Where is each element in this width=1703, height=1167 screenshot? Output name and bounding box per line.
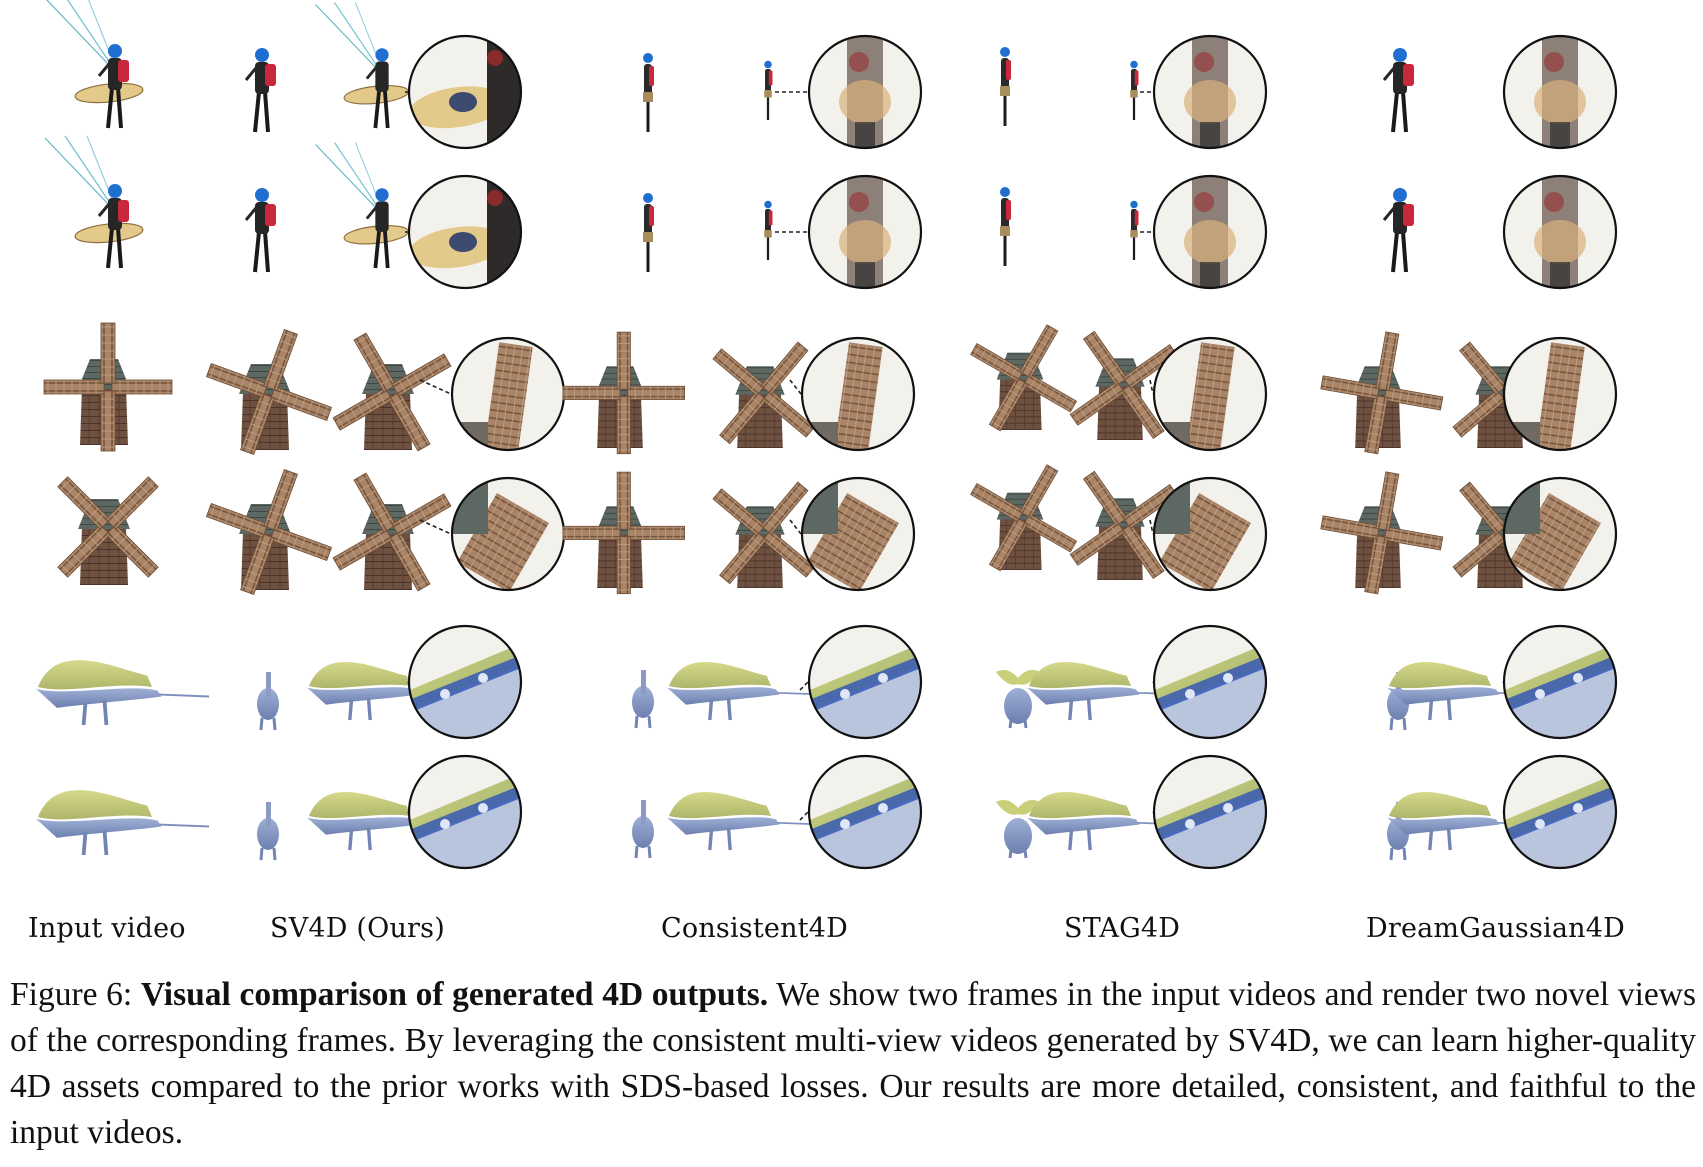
row-5-consistent4d-view-1 bbox=[632, 670, 654, 729]
row-1-consistent4d-view-2 bbox=[764, 60, 773, 120]
column-label-input-video: Input video bbox=[28, 913, 186, 944]
row-1-sv4d-view-2 bbox=[315, 2, 410, 129]
row-6-sv4d-view-1 bbox=[257, 802, 279, 861]
row-2-stag4d-zoom bbox=[1140, 174, 1268, 290]
row-6-consistent4d-view-1 bbox=[632, 800, 654, 859]
caption-label: Figure 6: bbox=[10, 976, 133, 1013]
row-4-sv4d-zoom bbox=[419, 476, 566, 592]
row-2-consistent4d-view-1 bbox=[643, 193, 654, 272]
row-4-sv4d-view-1 bbox=[205, 468, 333, 596]
row-1-sv4d-view-1 bbox=[244, 48, 276, 133]
row-4-consistent4d-view-2 bbox=[712, 481, 816, 588]
row-5-sv4d-zoom bbox=[407, 624, 523, 740]
row-6-dreamgaussian4d-view-2 bbox=[1387, 792, 1543, 851]
row-5-stag4d-view-2 bbox=[1027, 662, 1183, 721]
row-6-consistent4d-zoom bbox=[799, 754, 923, 870]
caption-title: Visual comparison of generated 4D output… bbox=[140, 976, 769, 1013]
row-3-input-frame bbox=[43, 322, 173, 452]
row-1-dreamgaussian4d-zoom bbox=[1502, 34, 1618, 150]
row-2-consistent4d-view-2 bbox=[764, 200, 773, 260]
row-6-stag4d-view-1 bbox=[996, 800, 1040, 859]
row-4-sv4d-view-2 bbox=[332, 472, 452, 592]
row-4-stag4d-view-2 bbox=[1069, 470, 1178, 580]
row-2-sv4d-zoom bbox=[405, 174, 523, 290]
row-2-stag4d-view-2 bbox=[1130, 200, 1139, 260]
row-4-consistent4d-view-1 bbox=[562, 471, 685, 595]
row-5-stag4d-zoom bbox=[1152, 624, 1268, 740]
column-label-dreamgaussian4d: DreamGaussian4D bbox=[1366, 913, 1625, 944]
row-4-dreamgaussian4d-view-1 bbox=[1320, 471, 1444, 595]
row-3-sv4d-view-1 bbox=[205, 328, 333, 456]
row-3-stag4d-view-1 bbox=[970, 324, 1078, 432]
row-1-dreamgaussian4d-view-1 bbox=[1382, 48, 1414, 133]
row-4-stag4d-view-1 bbox=[970, 464, 1078, 572]
row-3-consistent4d-zoom bbox=[789, 336, 916, 452]
row-3-dreamgaussian4d-view-1 bbox=[1320, 331, 1444, 455]
row-1-sv4d-zoom bbox=[405, 34, 523, 150]
row-5-stag4d-view-1 bbox=[996, 670, 1040, 729]
row-6-consistent4d-view-2 bbox=[667, 792, 823, 851]
row-1-consistent4d-zoom bbox=[775, 34, 923, 150]
row-5-consistent4d-zoom bbox=[799, 624, 923, 740]
row-3-sv4d-zoom bbox=[419, 336, 566, 452]
row-2-dreamgaussian4d-zoom bbox=[1502, 174, 1618, 290]
row-5-dreamgaussian4d-zoom bbox=[1502, 624, 1618, 740]
row-4-consistent4d-zoom bbox=[789, 476, 916, 592]
row-4-dreamgaussian4d-zoom bbox=[1502, 476, 1618, 592]
row-2-input-frame bbox=[44, 135, 144, 269]
row-3-consistent4d-view-2 bbox=[712, 341, 816, 448]
figure-caption: Figure 6: Visual comparison of generated… bbox=[10, 972, 1696, 1156]
row-2-stag4d-view-1 bbox=[1000, 187, 1011, 266]
row-1-input-frame bbox=[46, 0, 144, 129]
row-1-stag4d-view-1 bbox=[1000, 47, 1011, 126]
row-5-sv4d-view-1 bbox=[257, 672, 279, 731]
caption-body: We show two frames in the input videos a… bbox=[10, 976, 1696, 1151]
row-6-stag4d-zoom bbox=[1152, 754, 1268, 870]
row-1-stag4d-zoom bbox=[1140, 34, 1268, 150]
row-2-dreamgaussian4d-view-1 bbox=[1382, 188, 1414, 273]
row-3-dreamgaussian4d-zoom bbox=[1502, 336, 1618, 452]
column-label-stag4d: STAG4D bbox=[1064, 913, 1181, 944]
row-2-sv4d-view-2 bbox=[315, 142, 410, 269]
row-5-consistent4d-view-2 bbox=[667, 662, 823, 721]
row-3-consistent4d-view-1 bbox=[562, 331, 685, 455]
row-6-sv4d-zoom bbox=[407, 754, 523, 870]
row-6-dreamgaussian4d-zoom bbox=[1502, 754, 1618, 870]
row-5-input-frame bbox=[36, 660, 210, 726]
row-4-input-frame bbox=[57, 476, 159, 585]
row-2-sv4d-view-1 bbox=[244, 188, 276, 273]
row-6-input-frame bbox=[36, 790, 210, 856]
comparison-figure bbox=[36, 0, 1618, 870]
column-label-sv4d: SV4D (Ours) bbox=[270, 913, 445, 944]
row-3-sv4d-view-2 bbox=[332, 332, 452, 452]
column-label-consistent4d: Consistent4D bbox=[661, 913, 848, 944]
row-1-stag4d-view-2 bbox=[1130, 60, 1139, 120]
row-3-stag4d-view-2 bbox=[1069, 330, 1178, 440]
row-1-consistent4d-view-1 bbox=[643, 53, 654, 132]
row-2-consistent4d-zoom bbox=[775, 174, 923, 290]
